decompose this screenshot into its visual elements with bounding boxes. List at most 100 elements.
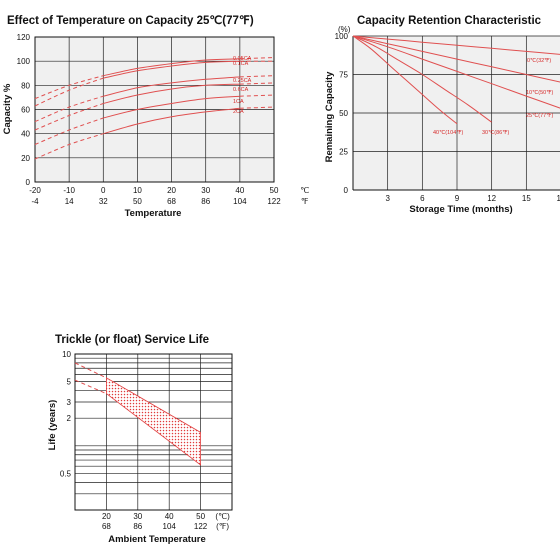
- chart1-series-line: [103, 58, 240, 77]
- chart2-series-line: [352, 35, 560, 109]
- chart1-xtick-c: 10: [133, 186, 142, 195]
- chart3-xtick-f: 86: [133, 522, 142, 531]
- chart2-curves: 0℃(32℉) 10℃(50℉) 25℃(77℉) 30℃(86℉) 40℃(104℉): [352, 35, 560, 136]
- chart2-series-label: 0℃(32℉): [527, 58, 551, 64]
- chart1-series-label: 2CA: [233, 109, 244, 115]
- chart1-series-line: [103, 60, 240, 79]
- chart2-xtick: 3: [385, 194, 390, 203]
- chart3-frame: [74, 353, 233, 511]
- chart2-series-label: 25℃(77℉): [526, 113, 553, 119]
- chart2-series-label: 40℃(104℉): [433, 130, 464, 136]
- chart1-series-dashed: [239, 57, 275, 60]
- chart2-ytick: 100: [335, 32, 349, 41]
- chart2-series-line: [352, 35, 492, 123]
- chart3-xtick-f: 104: [163, 522, 177, 531]
- chart3-lower-dashed: [74, 379, 107, 395]
- chart2-series-label: 10℃(50℉): [526, 90, 553, 96]
- chart1-xtick-f: 32: [99, 197, 108, 206]
- chart2-series-line: [352, 35, 560, 55]
- chart2-ytick: 0: [344, 186, 349, 195]
- chart3-ylabel: Life (years): [47, 400, 58, 451]
- chart1-series-dashed: [239, 106, 275, 109]
- chart1-ylabel: Capacity %: [2, 83, 13, 134]
- chart1-ytick: 80: [21, 81, 30, 90]
- chart3-xtick-c: 30: [133, 512, 142, 521]
- chart1-series-line: [103, 76, 240, 97]
- chart1-frame: [34, 36, 275, 183]
- chart1-series-dashed: [34, 75, 104, 100]
- temp-capacity-chart: Effect of Temperature on Capacity 25℃(77…: [2, 14, 309, 219]
- chart1-ytick: 40: [21, 130, 30, 139]
- chart1-xtick-c: -10: [63, 186, 75, 195]
- chart3-band: [74, 362, 202, 466]
- chart3-xtick-c: 50: [196, 512, 205, 521]
- chart2-series-label: 30℃(86℉): [482, 130, 509, 136]
- chart1-xtick-f: ℉: [301, 197, 309, 206]
- chart1-series-dashed: [239, 82, 275, 85]
- chart1-series-label: 1CA: [233, 99, 244, 105]
- chart3-xtick-c: 20: [102, 512, 111, 521]
- chart1-series-line: [103, 107, 240, 135]
- chart1-series-line: [103, 95, 240, 119]
- chart3-ytick: 0.5: [60, 469, 72, 478]
- chart3-title: Trickle (or float) Service Life: [55, 334, 209, 346]
- chart2-yunit: (%): [338, 25, 351, 34]
- chart1-ytick: 120: [17, 33, 31, 42]
- chart2-ytick: 50: [339, 109, 348, 118]
- chart3-xtick-c: 40: [165, 512, 174, 521]
- chart1-xlabel: Temperature: [125, 208, 182, 219]
- chart1-ticks: 0 20 40 60 80 100 120 -20 -10 0 10 20 30 40 50 ℃ -4 14 32 5…: [17, 33, 310, 206]
- chart1-series-label: 0.25CA: [233, 78, 252, 84]
- chart2-xtick: 6: [420, 194, 425, 203]
- chart2-ylabel: Remaining Capacity: [324, 71, 335, 163]
- chart1-xtick-f: 68: [167, 197, 176, 206]
- chart2-xtick: 9: [455, 194, 460, 203]
- chart3-ytick: 3: [67, 398, 72, 407]
- chart1-ytick: 60: [21, 106, 30, 115]
- chart2-xtick: 15: [522, 194, 531, 203]
- chart3-xlabel: Ambient Temperature: [108, 534, 205, 545]
- chart1-xtick-c: 20: [167, 186, 176, 195]
- chart2-series-line: [352, 35, 458, 125]
- chart1-series-label: 0.1CA: [233, 61, 249, 67]
- chart3-ytick: 5: [67, 378, 72, 387]
- chart3-upper-dashed: [74, 362, 107, 379]
- chart2-title: Capacity Retention Characteristic: [357, 15, 542, 27]
- float-life-chart: Trickle (or float) Service Life 10 5 3 2 0.5…: [47, 334, 233, 545]
- chart1-xtick-c: ℃: [300, 186, 309, 195]
- chart1-xtick-c: 30: [201, 186, 210, 195]
- chart1-ytick: 100: [17, 57, 31, 66]
- chart1-series-dashed: [34, 117, 104, 145]
- chart1-xtick-c: 50: [270, 186, 279, 195]
- chart1-xtick-f: -4: [31, 197, 39, 206]
- chart2-xtick: 12: [487, 194, 496, 203]
- chart3-ytick: 10: [62, 350, 71, 359]
- chart2-series-line: [352, 35, 560, 83]
- chart1-xtick-c: 0: [101, 186, 106, 195]
- chart1-ytick: 0: [26, 178, 31, 187]
- capacity-retention-chart: Capacity Retention Characteristic (%) 0℃…: [324, 15, 560, 215]
- chart1-title: Effect of Temperature on Capacity 25℃(77…: [7, 14, 254, 27]
- chart1-xtick-f: 122: [267, 197, 281, 206]
- chart3-plot-area: [75, 354, 232, 510]
- chart2-ytick: 25: [339, 148, 348, 157]
- chart2-ticks: 0 25 50 75 100 3 6 9 12 15 18: [335, 32, 560, 203]
- chart1-xtick-f: 50: [133, 197, 142, 206]
- chart1-series-dashed: [239, 75, 275, 78]
- chart2-xtick: 18: [557, 194, 560, 203]
- chart1-xtick-f: 104: [233, 197, 247, 206]
- chart1-xtick-f: 86: [201, 197, 210, 206]
- chart1-ytick: 20: [21, 154, 30, 163]
- chart2-ytick: 75: [339, 71, 348, 80]
- chart2-grid: [352, 35, 560, 191]
- chart1-series-dashed: [34, 95, 104, 123]
- chart3-xtick-f: (℉): [216, 522, 229, 531]
- chart1-series-dashed: [34, 103, 104, 131]
- chart3-life-band: [106, 377, 202, 466]
- chart1-xtick-c: -20: [29, 186, 41, 195]
- chart1-series-label: 0.05CA: [233, 56, 252, 62]
- chart1-series-dashed: [34, 133, 104, 160]
- chart1-series-dashed: [34, 77, 104, 107]
